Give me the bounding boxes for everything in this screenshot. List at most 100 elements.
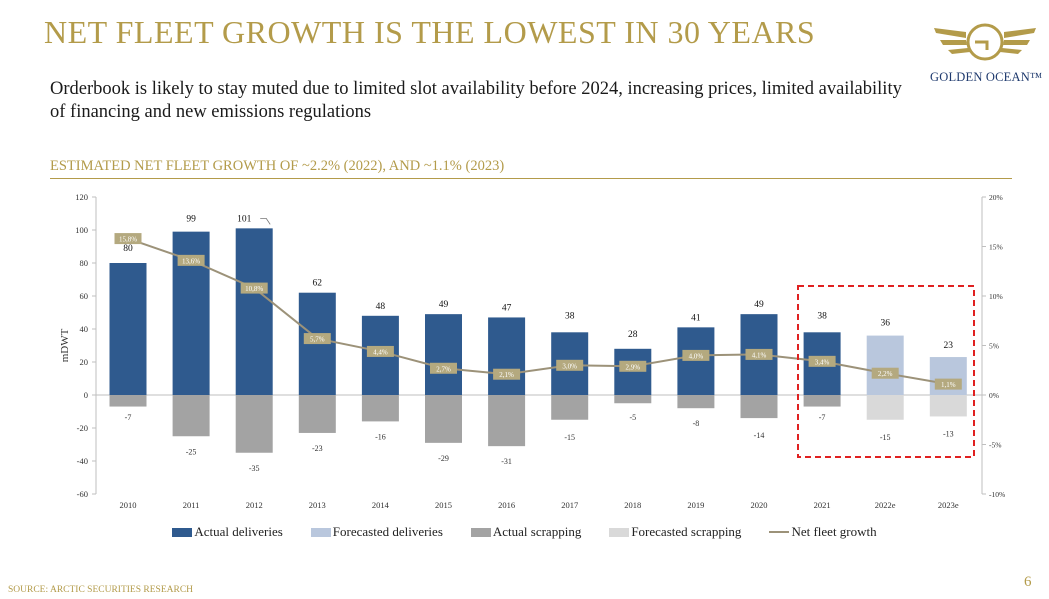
delivery-bar — [866, 335, 904, 395]
x-tick-label: 2023e — [938, 500, 959, 510]
scrapping-value-label: -31 — [501, 457, 512, 466]
scrapping-bar — [298, 395, 336, 433]
delivery-value-label: 48 — [376, 302, 386, 312]
legend-swatch — [609, 527, 630, 537]
scrapping-value-label: -15 — [564, 433, 575, 442]
growth-label-box — [114, 233, 142, 245]
y2-tick-label: 10% — [989, 292, 1003, 301]
scrapping-bar — [929, 395, 967, 417]
growth-label-box — [366, 345, 394, 357]
legend-item-actual-deliveries: Actual deliveries — [172, 524, 283, 540]
y-tick-label: -20 — [77, 423, 88, 433]
growth-label-box — [430, 362, 457, 374]
delivery-bar — [677, 327, 715, 395]
delivery-bar — [425, 314, 462, 395]
growth-label-box — [745, 348, 773, 360]
y-tick-label: 40 — [80, 324, 89, 334]
delivery-bar — [235, 228, 273, 395]
section-divider — [50, 178, 1012, 179]
section-heading: ESTIMATED NET FLEET GROWTH OF ~2.2% (202… — [50, 158, 505, 174]
x-tick-label: 2012 — [246, 500, 263, 510]
x-tick-label: 2020 — [751, 500, 768, 510]
scrapping-bar — [235, 395, 273, 453]
scrapping-value-label: -8 — [693, 419, 700, 428]
scrapping-bar — [488, 395, 526, 447]
growth-label-box — [556, 359, 584, 371]
growth-value-label: 2,7% — [436, 365, 451, 373]
legend-item-forecasted-scrapping: Forecasted scrapping — [609, 524, 741, 540]
x-tick-label: 2011 — [183, 500, 200, 510]
delivery-value-label: 80 — [123, 244, 133, 254]
y-axis-label: mDWT — [59, 328, 71, 362]
growth-label-box — [808, 355, 836, 367]
y-tick-label: 20 — [80, 357, 89, 367]
growth-value-label: 15,8% — [119, 236, 137, 244]
x-tick-label: 2018 — [624, 500, 641, 510]
growth-value-label: 13,6% — [182, 257, 200, 265]
label-leader-line — [260, 217, 271, 225]
growth-value-label: 2,9% — [626, 363, 641, 371]
legend-item-actual-scrapping: Actual scrapping — [470, 524, 582, 540]
page-title: NET FLEET GROWTH IS THE LOWEST IN 30 YEA… — [44, 14, 816, 50]
scrapping-bar — [803, 395, 841, 407]
scrapping-bar — [109, 395, 147, 407]
delivery-value-label: 36 — [880, 319, 890, 329]
scrapping-value-label: -7 — [125, 413, 132, 422]
growth-value-label: 2,2% — [878, 370, 893, 378]
delivery-value-label: 49 — [754, 300, 764, 310]
x-tick-label: 2021 — [814, 500, 831, 510]
delivery-value-label: 62 — [313, 279, 323, 289]
growth-label-box — [303, 333, 331, 345]
scrapping-value-label: -29 — [438, 454, 449, 463]
legend-label: Net fleet growth — [791, 524, 877, 539]
scrapping-value-label: -35 — [249, 464, 260, 473]
delivery-value-label: 99 — [186, 215, 196, 225]
source-note: SOURCE: ARCTIC SECURITIES RESEARCH — [8, 585, 194, 595]
x-tick-label: 2010 — [120, 500, 137, 510]
growth-value-label: 2,1% — [499, 371, 514, 379]
y-tick-label: 0 — [84, 390, 88, 400]
growth-value-label: 4,1% — [752, 351, 767, 359]
scrapping-value-label: -16 — [375, 432, 386, 441]
delivery-bar — [614, 348, 652, 395]
growth-label-box — [177, 254, 205, 266]
growth-value-label: 3,4% — [815, 358, 830, 366]
x-tick-label: 2019 — [687, 500, 704, 510]
scrapping-bar — [677, 395, 715, 409]
scrapping-value-label: -15 — [880, 433, 891, 442]
legend-label: Actual scrapping — [492, 524, 582, 539]
forecast-highlight-box — [797, 285, 975, 458]
y-tick-label: 100 — [75, 225, 88, 235]
y-tick-label: 80 — [80, 258, 89, 268]
legend-item-net-fleet-growth: Net fleet growth — [769, 524, 877, 540]
y2-tick-label: 20% — [989, 193, 1003, 202]
delivery-value-label: 28 — [628, 330, 638, 340]
y-tick-label: 60 — [80, 291, 89, 301]
scrapping-bar — [740, 395, 778, 419]
delivery-bar — [109, 263, 147, 395]
scrapping-value-label: -13 — [943, 429, 954, 438]
legend-swatch — [172, 527, 193, 537]
delivery-value-label: 38 — [565, 311, 575, 321]
page-number: 6 — [1024, 574, 1032, 590]
growth-value-label: 4,4% — [373, 348, 388, 356]
legend-swatch — [310, 527, 331, 537]
x-tick-label: 2022e — [875, 500, 896, 510]
y2-tick-label: 15% — [989, 243, 1003, 252]
scrapping-bar — [866, 395, 904, 420]
y2-tick-label: 5% — [989, 342, 999, 351]
x-tick-label: 2016 — [498, 500, 515, 510]
growth-value-label: 1,1% — [941, 381, 956, 389]
legend-label: Actual deliveries — [194, 524, 283, 539]
scrapping-value-label: -23 — [312, 444, 323, 453]
delivery-value-label: 38 — [817, 311, 827, 321]
legend-swatch — [769, 531, 790, 533]
subtitle: Orderbook is likely to stay muted due to… — [50, 79, 902, 122]
x-tick-label: 2013 — [309, 500, 326, 510]
scrapping-bar — [172, 395, 210, 437]
legend-label: Forecasted scrapping — [631, 524, 742, 539]
legend-item-forecasted-deliveries: Forecasted deliveries — [310, 524, 443, 540]
y2-tick-label: -10% — [989, 490, 1005, 499]
growth-label-box — [934, 378, 962, 390]
y-tick-label: 120 — [75, 192, 88, 202]
